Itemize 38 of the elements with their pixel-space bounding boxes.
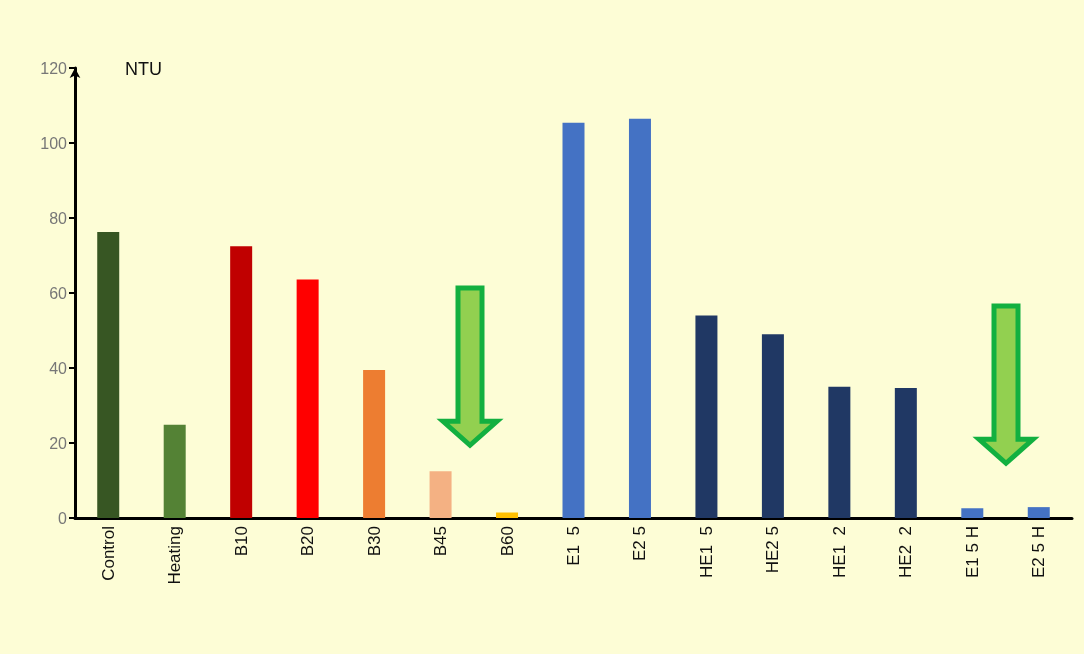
bar (296, 279, 319, 518)
x-tick-label: HE2 2 (896, 526, 916, 578)
bar (828, 386, 851, 518)
y-tick-label: 100 (40, 134, 68, 152)
bar (230, 246, 253, 518)
bar (1027, 507, 1050, 518)
x-tick-label: E2 5 (630, 526, 650, 561)
x-tick-label: Control (98, 526, 118, 581)
y-tick-label: 60 (49, 284, 68, 302)
bar (894, 387, 917, 518)
x-tick-label: B10 (231, 526, 251, 557)
y-axis-title: NTU (125, 59, 162, 79)
bar (695, 315, 718, 518)
bar (429, 471, 452, 518)
x-tick-label: B45 (431, 526, 451, 557)
x-tick-label: B20 (298, 526, 318, 557)
y-tick-label: 120 (40, 59, 68, 77)
y-tick-label: 80 (49, 209, 68, 227)
x-tick-label: HE2 5 (763, 526, 783, 574)
x-tick-label: B30 (364, 526, 384, 557)
bar (628, 118, 651, 518)
x-tick-label: HE1 2 (829, 526, 849, 578)
x-tick-label: Heating (165, 526, 185, 585)
bar (496, 512, 519, 518)
x-tick-label: E2 5 H (1029, 526, 1049, 578)
bar (97, 231, 120, 518)
bar (961, 508, 984, 518)
bar (363, 369, 386, 518)
bar (163, 424, 186, 518)
y-tick-label: 20 (49, 434, 68, 452)
bar (562, 122, 585, 518)
x-tick-label: B60 (497, 526, 517, 557)
bar (761, 334, 784, 518)
y-tick-label: 40 (49, 359, 68, 377)
x-tick-label: HE1 5 (696, 526, 716, 578)
y-tick-label: 0 (58, 509, 68, 527)
x-tick-label: E1 5 (564, 526, 583, 566)
x-tick-label: E1 5 H (962, 526, 982, 578)
